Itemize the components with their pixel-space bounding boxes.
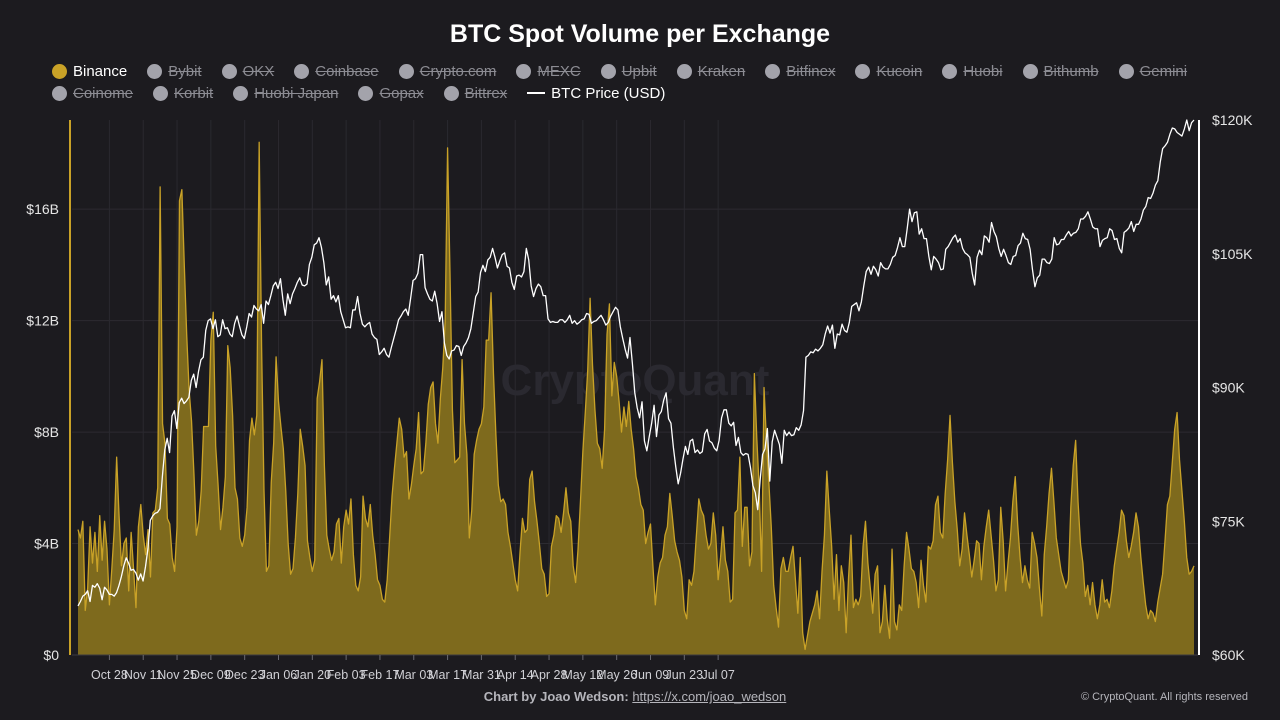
legend-label: Coinome <box>73 84 134 102</box>
y-left-tick-label: $4B <box>34 536 59 552</box>
legend-dot-icon <box>398 63 414 79</box>
legend-item-okx[interactable]: OKX <box>221 61 275 81</box>
x-tick-label: Dec 23 <box>225 668 265 682</box>
chart-title: BTC Spot Volume per Exchange <box>449 20 831 48</box>
y-right-tick-label: $60K <box>1212 647 1245 663</box>
series-btc-price-line <box>77 119 1195 607</box>
legend-item-crypto-com[interactable]: Crypto.com <box>398 61 497 81</box>
legend-item-bittrex[interactable]: Bittrex <box>443 83 508 103</box>
legend-dot-icon <box>153 85 169 101</box>
legend-label: Binance <box>73 62 128 80</box>
y-left-tick-label: $12B <box>26 313 59 329</box>
x-tick-label: Apr 28 <box>531 668 568 682</box>
x-tick-label: Mar 17 <box>428 668 467 682</box>
x-tick-label: Apr 14 <box>497 668 534 682</box>
y-right-tick-label: $120K <box>1212 112 1253 128</box>
legend-label: Coinbase <box>315 62 379 80</box>
x-tick-label: Dec 09 <box>191 668 231 682</box>
legend: Binance Bybit OKX Coinbase Crypto.com MEXC Upb… <box>52 61 1252 103</box>
legend-dot-icon <box>516 63 532 79</box>
legend-item-korbit[interactable]: Korbit <box>153 83 213 103</box>
legend-dot-icon <box>1022 63 1038 79</box>
series-binance-line <box>77 141 1195 651</box>
legend-label: Bithumb <box>1043 62 1099 80</box>
copyright-text: © CryptoQuant. All rights reserved <box>1080 691 1248 703</box>
legend-item-kraken[interactable]: Kraken <box>676 61 746 81</box>
legend-line-icon <box>527 92 546 94</box>
legend-item-bithumb[interactable]: Bithumb <box>1022 61 1099 81</box>
legend-item-kucoin[interactable]: Kucoin <box>855 61 922 81</box>
legend-label: Crypto.com <box>419 62 497 80</box>
legend-item-huobi[interactable]: Huobi <box>942 61 1003 81</box>
legend-dot-icon <box>52 85 67 101</box>
y-right-tick-label: $90K <box>1212 380 1245 396</box>
y-left-tick-label: $16B <box>26 201 59 217</box>
legend-label: BTC Price (USD) <box>551 84 666 102</box>
y-right-tick-label: $75K <box>1212 513 1245 529</box>
legend-label: Gopax <box>379 84 424 102</box>
x-tick-label: Mar 03 <box>394 668 433 682</box>
legend-label: Bybit <box>168 62 202 80</box>
x-tick-label: Oct 28 <box>91 668 128 682</box>
credit-link[interactable]: https://x.com/joao_wedson <box>632 689 787 704</box>
legend-label: MEXC <box>537 62 581 80</box>
legend-item-coinbase[interactable]: Coinbase <box>294 61 379 81</box>
legend-dot-icon <box>52 63 67 79</box>
y-right-tick-label: $105K <box>1212 246 1253 262</box>
legend-dot-icon <box>600 63 616 79</box>
x-tick-label: Jul 07 <box>701 668 734 682</box>
legend-dot-icon <box>443 85 459 101</box>
legend-dot-icon <box>942 63 958 79</box>
legend-dot-icon <box>855 63 871 79</box>
x-tick-label: Feb 03 <box>327 668 366 682</box>
x-tick-label: Jan 06 <box>260 668 298 682</box>
legend-dot-icon <box>233 85 249 101</box>
legend-item-mexc[interactable]: MEXC <box>516 61 581 81</box>
legend-label: Bittrex <box>464 84 508 102</box>
x-tick-label: Feb 17 <box>360 668 399 682</box>
legend-item-btc-price[interactable]: BTC Price (USD) <box>527 83 665 103</box>
series-binance-area <box>78 142 1194 656</box>
legend-dot-icon <box>358 85 374 101</box>
legend-label: Bitfinex <box>786 62 836 80</box>
legend-item-gemini[interactable]: Gemini <box>1118 61 1188 81</box>
legend-dot-icon <box>221 63 237 79</box>
legend-label: Kucoin <box>876 62 923 80</box>
x-tick-label: Jan 20 <box>294 668 332 682</box>
legend-dot-icon <box>1118 63 1134 79</box>
legend-item-bitfinex[interactable]: Bitfinex <box>765 61 835 81</box>
legend-label: Kraken <box>697 62 746 80</box>
legend-item-coinome[interactable]: Coinome <box>52 83 133 103</box>
x-tick-label: May 12 <box>562 668 603 682</box>
legend-label: Huobi Japan <box>254 84 339 102</box>
x-tick-label: Jun 09 <box>632 668 670 682</box>
credit-text: Chart by Joao Wedson: <box>483 689 629 704</box>
legend-label: Gemini <box>1139 62 1188 80</box>
legend-dot-icon <box>765 63 781 79</box>
y-left-tick-label: $8B <box>34 424 59 440</box>
legend-item-binance[interactable]: Binance <box>52 61 127 81</box>
legend-item-bybit[interactable]: Bybit <box>147 61 202 81</box>
legend-label: OKX <box>242 62 275 80</box>
y-left-tick-label: $0 <box>43 647 59 663</box>
legend-item-huobi-japan[interactable]: Huobi Japan <box>233 83 338 103</box>
x-tick-label: Mar 31 <box>462 668 501 682</box>
legend-dot-icon <box>147 63 163 79</box>
chart-credit: Chart by Joao Wedson: https://x.com/joao… <box>0 689 1270 704</box>
x-tick-label: Jun 23 <box>666 668 704 682</box>
legend-dot-icon <box>294 63 310 79</box>
legend-label: Huobi <box>963 62 1003 80</box>
legend-item-gopax[interactable]: Gopax <box>358 83 424 103</box>
legend-dot-icon <box>676 63 692 79</box>
x-tick-label: Nov 25 <box>157 668 197 682</box>
legend-label: Upbit <box>621 62 657 80</box>
legend-item-upbit[interactable]: Upbit <box>600 61 657 81</box>
x-tick-label: May 26 <box>596 668 637 682</box>
legend-label: Korbit <box>174 84 214 102</box>
x-tick-label: Nov 11 <box>124 668 163 682</box>
